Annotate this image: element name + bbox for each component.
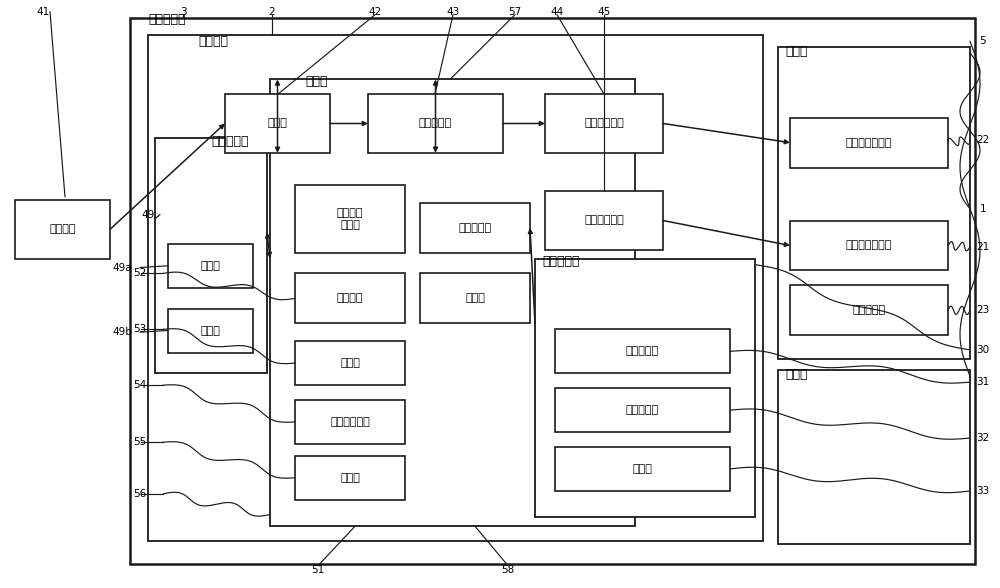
- Text: 机械手驱动部: 机械手驱动部: [584, 118, 624, 129]
- Text: 52: 52: [133, 268, 147, 279]
- Text: 控制装置: 控制装置: [198, 35, 228, 48]
- Text: 49: 49: [141, 209, 155, 220]
- Bar: [130, 18, 975, 564]
- Bar: [555, 329, 730, 373]
- Text: 57: 57: [508, 6, 522, 17]
- Bar: [225, 94, 330, 153]
- Text: 56: 56: [133, 489, 147, 499]
- Text: 51: 51: [311, 565, 325, 576]
- Text: 53: 53: [133, 324, 147, 335]
- Bar: [545, 191, 663, 250]
- Text: 示教操作盘: 示教操作盘: [211, 135, 248, 148]
- Text: 位置检测器: 位置检测器: [852, 305, 886, 315]
- Text: 22: 22: [976, 135, 990, 145]
- Bar: [790, 220, 948, 270]
- Text: 32: 32: [976, 433, 990, 443]
- Bar: [545, 94, 663, 153]
- Text: 机器人驱动部: 机器人驱动部: [584, 215, 624, 226]
- Bar: [270, 79, 635, 526]
- Text: 存储部: 存储部: [268, 118, 287, 129]
- Bar: [168, 244, 253, 288]
- Bar: [148, 35, 763, 541]
- Text: 机器人装置: 机器人装置: [148, 14, 186, 26]
- Text: 第一照相机: 第一照相机: [626, 346, 659, 356]
- Text: 44: 44: [550, 6, 564, 17]
- Text: 校正量设定部: 校正量设定部: [330, 417, 370, 427]
- Text: 显示部: 显示部: [201, 326, 220, 336]
- Bar: [790, 118, 948, 168]
- Text: 3: 3: [180, 6, 186, 17]
- Text: 5: 5: [980, 36, 986, 46]
- Bar: [295, 341, 405, 385]
- Bar: [368, 94, 503, 153]
- Bar: [168, 309, 253, 353]
- Text: 动作程序: 动作程序: [49, 224, 76, 235]
- Bar: [295, 456, 405, 500]
- Text: 21: 21: [976, 242, 990, 252]
- Text: 54: 54: [133, 380, 147, 390]
- Text: 指令部: 指令部: [465, 293, 485, 303]
- Text: 43: 43: [446, 6, 460, 17]
- Bar: [555, 447, 730, 491]
- Bar: [778, 47, 970, 359]
- Text: 30: 30: [976, 345, 990, 355]
- Text: 拍摄控制部: 拍摄控制部: [458, 223, 492, 233]
- Text: 41: 41: [36, 6, 50, 17]
- Text: 第二照相机: 第二照相机: [626, 405, 659, 415]
- Text: 动作控制部: 动作控制部: [419, 118, 452, 129]
- Text: 机器人驱动装置: 机器人驱动装置: [846, 240, 892, 250]
- Bar: [535, 259, 755, 517]
- Text: 1: 1: [980, 203, 986, 214]
- Text: 23: 23: [976, 305, 990, 316]
- Bar: [15, 200, 110, 259]
- Text: 45: 45: [597, 6, 611, 17]
- Bar: [778, 370, 970, 544]
- Text: 31: 31: [976, 377, 990, 387]
- Bar: [555, 388, 730, 432]
- Bar: [420, 203, 530, 253]
- Bar: [155, 138, 267, 373]
- Text: 机械手: 机械手: [785, 368, 808, 381]
- Bar: [295, 273, 405, 323]
- Text: 判定部: 判定部: [340, 358, 360, 368]
- Text: 面推定部: 面推定部: [337, 293, 363, 303]
- Text: 49b: 49b: [112, 327, 132, 338]
- Text: 输入部: 输入部: [201, 261, 220, 271]
- Text: 合成部: 合成部: [340, 473, 360, 483]
- Bar: [790, 285, 948, 335]
- Text: 机器人: 机器人: [785, 45, 808, 58]
- Bar: [295, 185, 405, 253]
- Text: 49a: 49a: [112, 262, 132, 273]
- Text: 33: 33: [976, 486, 990, 496]
- Text: 55: 55: [133, 437, 147, 447]
- Text: 视觉传感器: 视觉传感器: [542, 255, 580, 268]
- Text: 2: 2: [269, 6, 275, 17]
- Bar: [295, 400, 405, 444]
- Text: 处理部: 处理部: [305, 75, 328, 88]
- Text: 位置信息
生成部: 位置信息 生成部: [337, 208, 363, 230]
- Text: 42: 42: [368, 6, 382, 17]
- Text: 58: 58: [501, 565, 515, 576]
- Bar: [420, 273, 530, 323]
- Text: 机械手驱动装置: 机械手驱动装置: [846, 138, 892, 148]
- Text: 投影仪: 投影仪: [633, 464, 652, 474]
